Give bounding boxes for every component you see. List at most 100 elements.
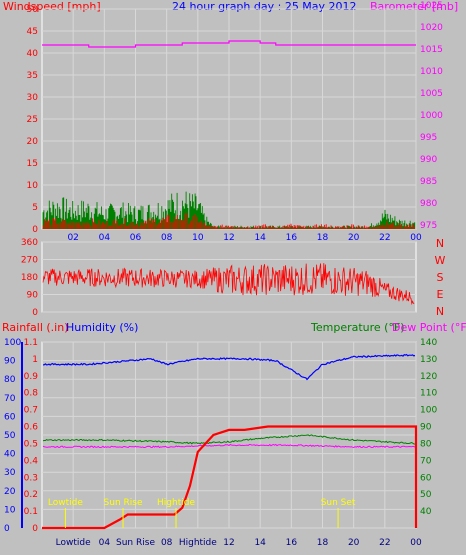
wind-xtick-label: 16 [286, 233, 298, 243]
rain-xtick-label: Hightide [179, 538, 217, 548]
humidity-ytick-label: 40 [4, 450, 16, 460]
wind-xtick-label: 06 [130, 233, 142, 243]
wind-ytick-label: 45 [27, 27, 38, 37]
wind-ylabel: Windspeed [mph] [3, 0, 101, 13]
barometer-ytick-label: 1000 [420, 111, 443, 121]
wind-ytick-label: 0 [32, 225, 38, 235]
barometer-ytick-label: 1005 [420, 89, 443, 99]
rain-xtick-label: 16 [286, 538, 298, 548]
graph-title: 24 hour graph day : 25 May 2012 [172, 0, 357, 13]
temperature-series [42, 434, 416, 445]
event-marker-label: Lowtide [48, 498, 83, 508]
wind-left-ticks: 0 5 10 15 20 25 30 35 40 45 50 [27, 5, 39, 235]
rain-ytick-label: 0.3 [24, 473, 38, 483]
wind-barometer-panel: Windspeed [mph] 24 hour graph day : 25 M… [3, 0, 458, 243]
rain-xtick-label: Lowtide [56, 538, 91, 548]
temperature-ytick-label: 40 [420, 507, 432, 517]
compass-label: S [437, 271, 444, 284]
compass-label: N [436, 237, 444, 250]
wind-xtick-label: 20 [348, 233, 360, 243]
barometer-ytick-label: 1025 [420, 1, 443, 11]
wind-direction-series [42, 263, 415, 306]
rain-xtick-label: 04 [99, 538, 111, 548]
rain-ytick-label: 0 [32, 524, 38, 534]
rain-ytick-label: 0.7 [24, 406, 38, 416]
rain-ytick-label: 0.1 [24, 507, 38, 517]
temperature-ytick-label: 110 [420, 389, 437, 399]
temperature-ylabel: Temperature (°F) [310, 321, 405, 334]
event-marker-label: Sun Set [321, 498, 356, 508]
direction-ytick-label: 360 [21, 238, 38, 248]
direction-ytick-label: 180 [21, 273, 38, 283]
wind-xtick-label: 00 [410, 233, 422, 243]
temperature-ytick-label: 80 [420, 439, 432, 449]
wind-series [42, 40, 416, 229]
humidity-ytick-label: 30 [4, 468, 16, 478]
wind-ytick-label: 50 [27, 5, 39, 15]
rain-left-ticks: 0 10 20 30 40 50 60 70 80 90 100 0 0.1 0.2 0.3 0.4 0.5 0.… [4, 338, 38, 534]
wind-ytick-label: 40 [27, 49, 39, 59]
humidity-ytick-label: 60 [4, 412, 16, 422]
wind-xtick-label: 10 [192, 233, 204, 243]
direction-ytick-label: 0 [32, 308, 38, 318]
wind-ytick-label: 30 [27, 93, 39, 103]
direction-left-ticks: 0 90 180 270 360 [21, 238, 38, 318]
rain-ytick-label: 0.9 [24, 372, 39, 382]
wind-ytick-label: 20 [27, 137, 39, 147]
humidity-ylabel: Humidity (%) [66, 321, 138, 334]
rain-ytick-label: 0.8 [24, 389, 39, 399]
humidity-ytick-label: 100 [4, 338, 21, 348]
rain-xtick-label: Sun Rise [116, 538, 155, 548]
barometer-ytick-label: 985 [420, 177, 437, 187]
barometer-ytick-label: 1020 [420, 23, 443, 33]
humidity-ytick-label: 70 [4, 394, 16, 404]
rain-xtick-label: 22 [379, 538, 390, 548]
humidity-ytick-label: 10 [4, 505, 16, 515]
dewpoint-ylabel: Dew Point (°F) [392, 321, 466, 334]
temperature-ytick-label: 50 [420, 490, 432, 500]
rain-series [42, 353, 418, 530]
temperature-ytick-label: 70 [420, 456, 432, 466]
event-marker-label: Hightide [157, 498, 195, 508]
barometer-ytick-label: 1010 [420, 67, 443, 77]
rain-humidity-temperature-panel: Rainfall (.in) Humidity (%) Temperature … [2, 321, 466, 548]
temperature-ytick-label: 60 [420, 473, 432, 483]
rain-xtick-label: 00 [410, 538, 422, 548]
rain-ytick-label: 0.4 [24, 456, 39, 466]
wind-xtick-label: 22 [379, 233, 390, 243]
rain-ytick-label: 1 [32, 355, 38, 365]
dewpoint-series [42, 443, 416, 449]
rain-ylabel: Rainfall (.in) [2, 321, 69, 334]
temperature-ytick-label: 120 [420, 372, 437, 382]
temperature-ytick-label: 130 [420, 355, 437, 365]
compass-label: E [437, 288, 444, 301]
wind-xtick-label: 12 [223, 233, 234, 243]
humidity-series [42, 353, 416, 381]
humidity-ytick-label: 90 [4, 357, 16, 367]
rain-ytick-label: 0.5 [24, 439, 38, 449]
wind-ytick-label: 10 [27, 181, 39, 191]
wind-ytick-label: 15 [27, 159, 38, 169]
direction-ytick-label: 270 [21, 256, 38, 266]
barometer-ytick-label: 1015 [420, 45, 443, 55]
rain-xtick-label: 08 [161, 538, 173, 548]
windspeed-series [42, 213, 415, 229]
rain-xtick-label: 20 [348, 538, 360, 548]
barometer-ytick-label: 995 [420, 133, 437, 143]
rain-grid [42, 341, 417, 529]
rain-ytick-label: 1.1 [24, 338, 38, 348]
barometer-ylabel: Barometer [mb] [370, 0, 458, 13]
rain-xtick-label: 14 [254, 538, 266, 548]
compass-label: N [436, 305, 444, 318]
rain-x-ticks: Lowtide 04 Sun Rise 08 Hightide 12 14 16 18 20 22 0… [56, 538, 422, 548]
wind-ytick-label: 35 [27, 71, 38, 81]
compass-label: W [435, 254, 446, 267]
humidity-ytick-label: 50 [4, 431, 16, 441]
rain-xtick-label: 18 [317, 538, 329, 548]
humidity-ytick-label: 80 [4, 375, 16, 385]
barometer-ytick-label: 990 [420, 155, 437, 165]
wind-xtick-label: 02 [67, 233, 78, 243]
rain-xtick-label: 12 [223, 538, 234, 548]
